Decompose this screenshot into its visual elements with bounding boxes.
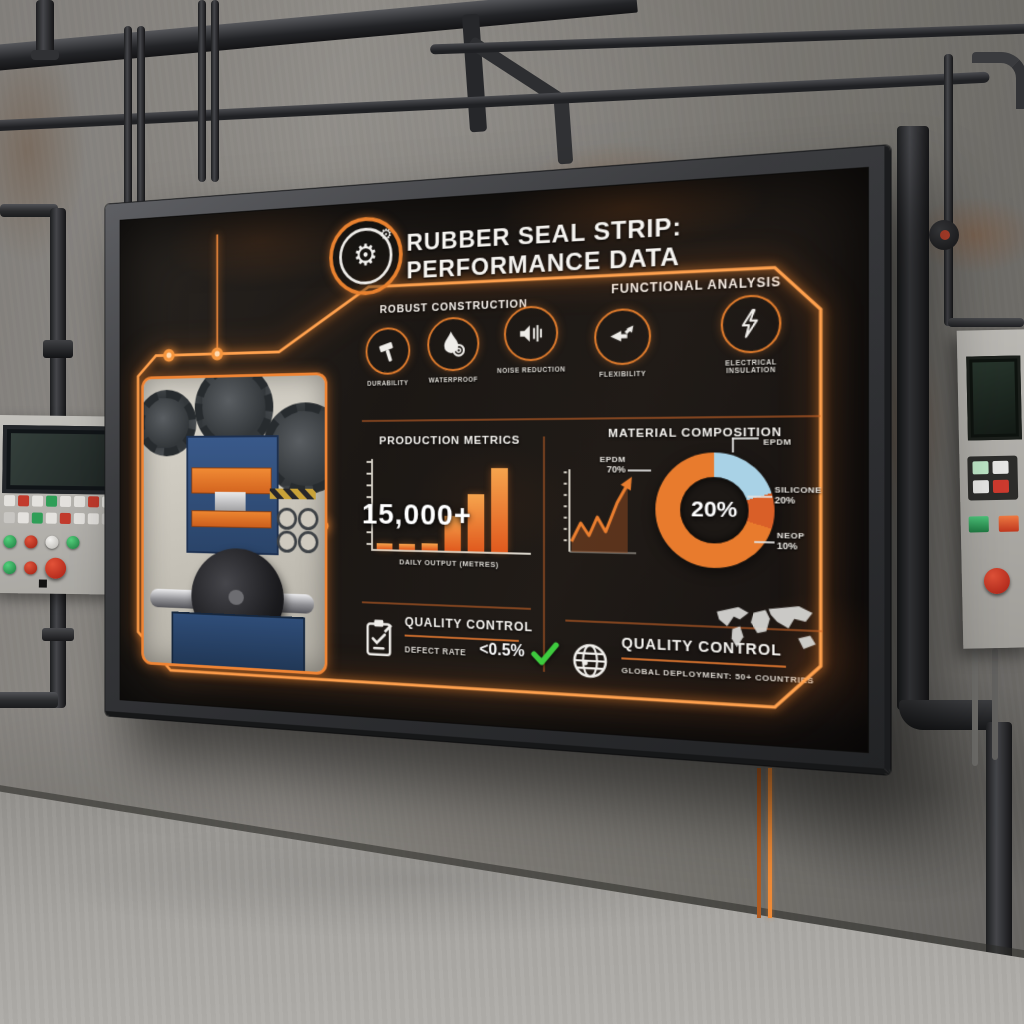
panel-cable-1: [972, 648, 978, 766]
orange-cable-1: [757, 768, 761, 918]
hazard-stripe: [269, 488, 316, 500]
feature-label: WATERPROOF: [428, 376, 478, 385]
feature-label: DURABILITY: [367, 380, 409, 388]
right-emergency-stop: [983, 567, 1011, 595]
hammer-icon: [378, 341, 394, 362]
defect-rate-label: DEFECT RATE: [404, 644, 467, 658]
left-panel-keyrow-2: [3, 512, 113, 525]
steel-beam: [0, 0, 638, 72]
press-block-bottom: [191, 510, 272, 529]
conduit-center-1: [198, 0, 206, 182]
left-pipe-flange: [42, 628, 74, 641]
production-stat: 15,000+: [361, 498, 472, 533]
gear-badge-icon: ⚙ ⚙: [329, 214, 403, 297]
roll-hub: [228, 589, 244, 606]
divider-columns: [542, 436, 545, 672]
feature-label: NOISE REDUCTION: [497, 366, 566, 376]
callout-line-left: [627, 469, 652, 472]
machine-base: [171, 611, 306, 676]
flex-arrows-icon: [610, 325, 634, 342]
bar: [376, 542, 393, 550]
right-thin-pipe-branch: [948, 318, 1024, 327]
feature-label: ELECTRICAL INSULATION: [725, 359, 777, 376]
feature-waterproof: WATERPROOF: [427, 316, 480, 385]
bar: [398, 543, 415, 550]
concrete-floor: [0, 791, 1024, 1024]
callout-line-right: [747, 495, 773, 498]
right-panel-keypad: [967, 455, 1019, 501]
green-check-icon: [531, 641, 559, 667]
left-panel-keyrow-1: [3, 495, 114, 508]
speaker-icon: [520, 325, 543, 343]
machine-photo: [141, 372, 328, 676]
corner-pipe-flange: [31, 50, 59, 60]
gear-icon: ⚙: [353, 237, 379, 274]
conduit-center-2: [211, 0, 219, 182]
divider-left-lower: [361, 601, 531, 610]
small-gear-icon: ⚙: [379, 225, 393, 244]
infographic-board: ⚙ ⚙ RUBBER SEAL STRIP: PERFORMANCE DATA: [105, 145, 891, 775]
board-surface: ⚙ ⚙ RUBBER SEAL STRIP: PERFORMANCE DATA: [119, 166, 869, 754]
trend-mini-chart: [563, 461, 642, 562]
production-caption: DAILY OUTPUT (METRES): [399, 557, 499, 570]
globe-icon: [570, 640, 609, 681]
left-pipe-elbow: [0, 692, 58, 708]
trend-arrowhead: [620, 473, 637, 491]
callout-line-top: [731, 437, 734, 453]
gauge-2: [297, 507, 319, 531]
press-block-top: [191, 467, 272, 495]
donut-center-value: 20%: [691, 497, 738, 523]
production-heading: PRODUCTION METRICS: [379, 434, 521, 448]
callout-top: EPDM: [763, 437, 792, 448]
defect-rate-value: <0.5%: [479, 641, 525, 661]
feature-durability: DURABILITY: [365, 326, 411, 388]
callout-left: EPDM 70%: [599, 454, 626, 475]
callout-right: SILICONE 20%: [774, 484, 822, 506]
gauge-4: [297, 530, 319, 554]
feature-label: FLEXIBILITY: [599, 370, 647, 380]
callout-lower-right: NEOP 10%: [776, 530, 805, 552]
horizontal-pipe: [0, 71, 990, 132]
bar: [421, 542, 438, 551]
corner-pipe: [36, 0, 54, 58]
world-map: [716, 606, 816, 650]
quality-left-heading: QUALITY CONTROL: [404, 614, 533, 635]
emergency-stop-button: [44, 557, 67, 579]
clipboard-icon: [364, 617, 395, 658]
feature-flexibility: FLEXIBILITY: [594, 307, 652, 380]
beam-bracket: [461, 13, 488, 133]
orange-cable-2: [768, 768, 772, 918]
gauge-3: [276, 530, 298, 553]
feature-electrical-insulation: ELECTRICAL INSULATION: [710, 293, 793, 375]
bar: [491, 468, 508, 553]
right-control-panel: [956, 329, 1024, 649]
right-pipe-elbow: [899, 700, 995, 730]
waterdrop-icon: [444, 331, 464, 357]
right-thin-pipe: [944, 54, 953, 326]
lightning-icon: [736, 308, 765, 339]
gauge-1: [276, 507, 298, 530]
panel-cable-2: [992, 648, 998, 760]
deployment-caption: GLOBAL DEPLOYMENT: 50+ COUNTRIES: [621, 665, 815, 686]
right-wide-pipe: [897, 126, 929, 710]
right-panel-buttons: [968, 515, 1019, 533]
feature-noise-reduction: NOISE REDUCTION: [497, 304, 566, 376]
valve-red-dot: [940, 230, 950, 240]
divider-top: [361, 415, 821, 422]
left-panel-buttons-2: [3, 557, 67, 579]
panel-port: [38, 579, 47, 588]
beam-bracket-plate: [553, 99, 574, 165]
pipe-elbow-top-right: [972, 52, 1024, 109]
quality-left-underline: [404, 634, 519, 642]
right-panel-screen: [966, 355, 1022, 441]
left-pipe-horizontal: [0, 204, 58, 217]
upper-pipe: [430, 23, 1024, 55]
left-panel-buttons: [3, 535, 80, 550]
left-pipe-coupling: [43, 340, 73, 358]
